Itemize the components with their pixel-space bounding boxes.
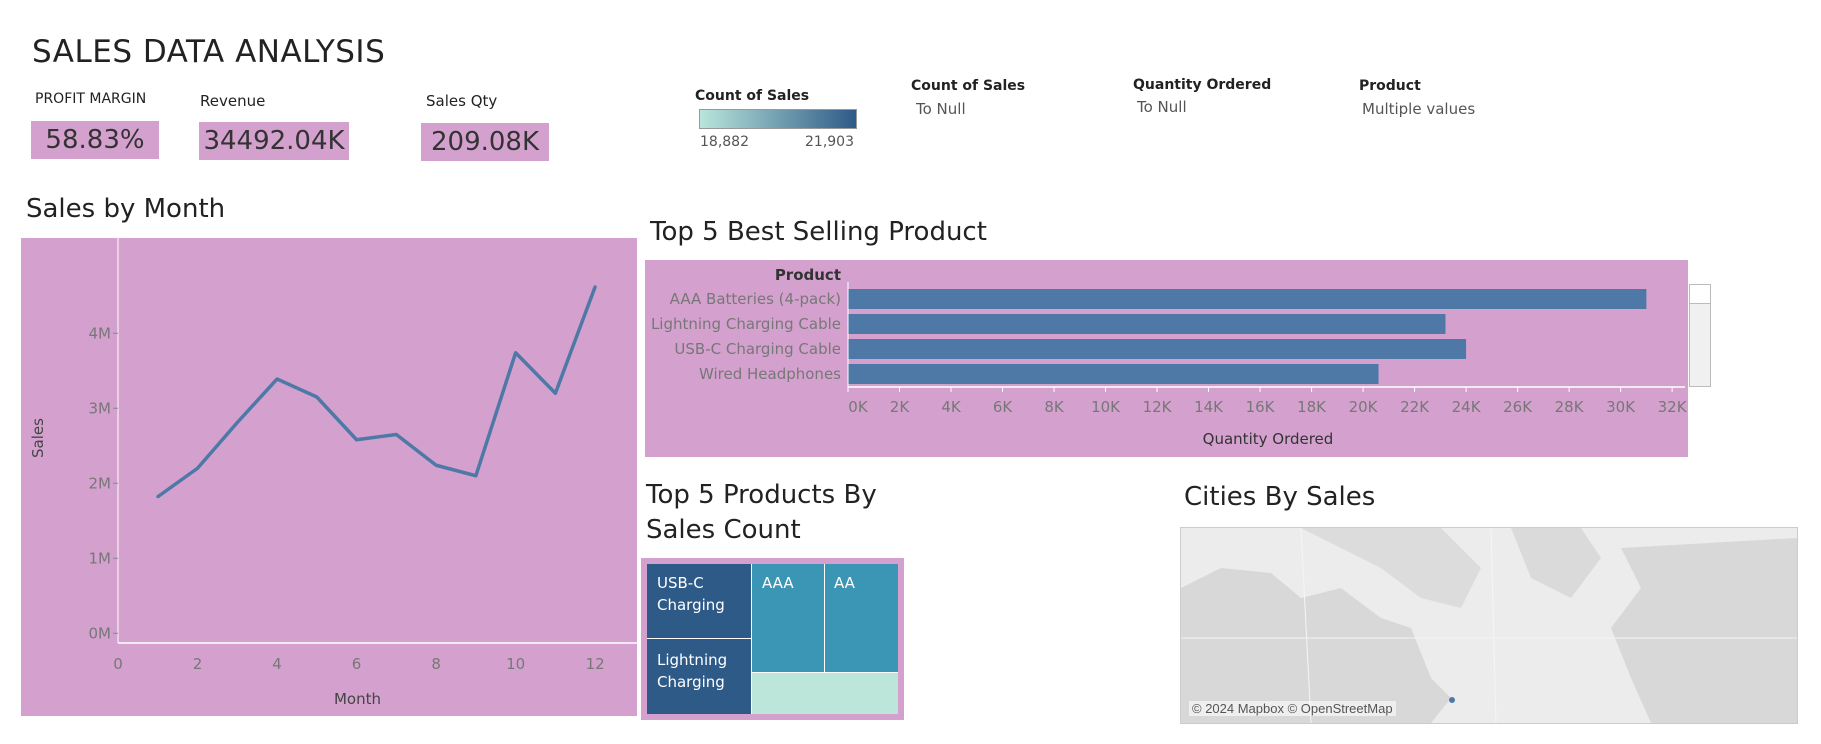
bar-x-tick-label: 18K [1297,398,1327,416]
treemap-cell-usb-c-label-2: Charging [657,596,725,614]
bar-row-header: Product [775,266,841,284]
bar [848,339,1467,359]
revenue-value: 34492.04K [199,122,349,160]
sales-point [593,285,597,289]
filter-count-of-sales-value[interactable]: To Null [916,100,966,118]
treemap-cell-lightning-label-2: Charging [657,673,725,691]
sales-point [474,474,478,478]
x-tick-label: 8 [431,655,441,673]
profit-margin-label: PROFIT MARGIN [35,91,147,107]
bar-x-tick-label: 6K [993,398,1014,416]
color-legend-min: 18,882 [700,134,749,150]
bar-x-tick-label: 8K [1044,398,1065,416]
top5-best-selling-chart: Product AAA Batteries (4-pack) Lightning C… [651,266,1688,448]
bar-x-tick-label: 26K [1503,398,1533,416]
sales-point [196,466,200,470]
bar-x-axis-title: Quantity Ordered [1203,430,1334,448]
bar-chart-scrollbar[interactable] [1689,284,1711,387]
dashboard-title: SALES DATA ANALYSIS [32,34,386,70]
filter-quantity-ordered-value[interactable]: To Null [1137,98,1187,116]
bar [848,364,1379,384]
sales-by-month-panel: 0 2 4 6 8 10 12 0M 1M 2M 3M 4M Month Sales [21,238,637,716]
color-legend-title: Count of Sales [695,88,810,104]
cities-by-sales-title: Cities By Sales [1184,482,1376,512]
sales-by-month-title: Sales by Month [26,194,226,224]
bar-category-label: USB-C Charging Cable [674,340,841,358]
revenue-label: Revenue [200,92,266,110]
sales-point [315,395,319,399]
top5-sales-count-title-line1: Top 5 Products By [646,480,877,510]
bar [848,314,1446,334]
bar-x-tick-label: 10K [1091,398,1121,416]
filter-count-of-sales-label: Count of Sales [911,78,1026,94]
treemap-cell-usb-c-label-1: USB-C [657,574,704,592]
map-background [1181,528,1797,723]
bar-x-tick-label: 22K [1400,398,1430,416]
city-marker[interactable] [1449,697,1455,703]
top5-sales-count-title-line2: Sales Count [646,515,801,545]
color-legend-max: 21,903 [805,134,854,150]
x-tick-label: 10 [506,655,525,673]
map-attribution: © 2024 Mapbox © OpenStreetMap [1189,701,1396,716]
treemap-cell-aa[interactable]: AA [825,564,898,673]
treemap-cell-aaa[interactable]: AAA [752,564,825,673]
x-tick-label: 4 [272,655,282,673]
top5-best-selling-title: Top 5 Best Selling Product [650,217,987,247]
bar-x-tick-label: 30K [1606,398,1636,416]
treemap-cell-lightning[interactable]: Lightning Charging [647,639,752,714]
bar-x-tick-label: 4K [941,398,962,416]
bar-x-tick-label: 24K [1452,398,1482,416]
sales-line [156,286,597,499]
bar-x-tick-label: 14K [1194,398,1224,416]
y-tick-label: 4M [89,324,112,342]
filter-product-label: Product [1359,78,1421,94]
treemap-cell-lightning-label-1: Lightning [657,651,728,669]
y-axis-title: Sales [29,418,47,458]
treemap-panel: USB-C Charging Lightning Charging AAA AA [641,558,904,720]
sales-qty-value: 209.08K [421,123,549,161]
filter-product-value[interactable]: Multiple values [1362,100,1476,118]
x-tick-label: 2 [193,655,203,673]
bar-x-tick-label: 16K [1246,398,1276,416]
x-axis-title: Month [334,690,381,708]
sales-point [514,351,518,355]
treemap-cell-other[interactable] [752,673,898,714]
y-tick-label: 1M [89,549,112,567]
treemap-cell-aa-label: AA [834,574,855,592]
sales-point [434,463,438,467]
y-tick-label: 3M [89,399,112,417]
profit-margin-value: 58.83% [31,121,159,159]
cities-map[interactable]: © 2024 Mapbox © OpenStreetMap [1180,527,1798,724]
sales-point [394,433,398,436]
filter-quantity-ordered-label: Quantity Ordered [1133,77,1272,93]
treemap-cell-aaa-label: AAA [762,574,794,592]
bar-category-label: Wired Headphones [699,365,841,383]
bar-x-tick-label: 2K [890,398,911,416]
bar-x-tick-label: 12K [1143,398,1173,416]
bar-x-tick-label: 20K [1349,398,1379,416]
color-legend-ramp [699,109,857,129]
sales-by-month-chart: 0 2 4 6 8 10 12 0M 1M 2M 3M 4M Month Sales [29,238,637,708]
sales-point [235,421,239,424]
x-tick-label: 12 [586,655,605,673]
bar-category-label: Lightning Charging Cable [651,315,841,333]
bar-x-tick-label: 0K [848,398,869,416]
sales-point [553,391,557,395]
bar-x-tick-label: 32K [1658,398,1688,416]
sales-point [156,495,160,499]
sales-point [355,438,359,442]
y-tick-label: 2M [89,474,112,492]
bar-x-tick-label: 28K [1555,398,1585,416]
treemap-cell-usb-c[interactable]: USB-C Charging [647,564,752,639]
sales-point [275,377,279,381]
sales-qty-label: Sales Qty [426,92,498,110]
scrollbar-thumb[interactable] [1690,285,1710,304]
bar-category-label: AAA Batteries (4-pack) [670,290,841,308]
top5-best-selling-panel: Product AAA Batteries (4-pack) Lightning C… [645,260,1688,457]
x-tick-label: 6 [352,655,362,673]
y-tick-label: 0M [89,624,112,642]
x-tick-label: 0 [113,655,123,673]
bar [848,289,1647,309]
